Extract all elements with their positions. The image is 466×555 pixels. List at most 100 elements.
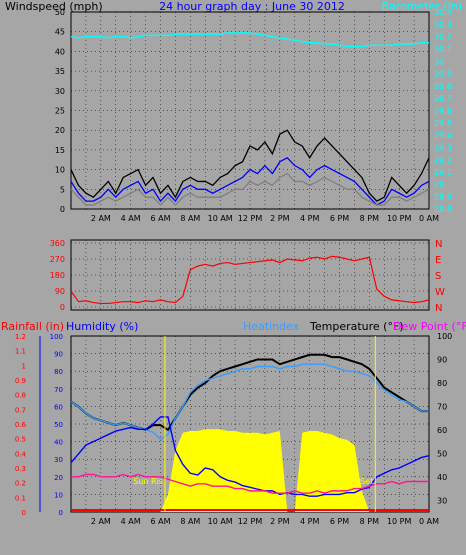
direction-tick-label: 0 (60, 303, 65, 312)
time-tick-label: 6 PM (330, 517, 349, 526)
direction-tick-label: 180 (50, 271, 65, 280)
barometer-tick-label: 28.9 (434, 193, 452, 202)
time-tick-label: 8 PM (360, 517, 379, 526)
humidity-axis-label: Humidity (%) (66, 320, 138, 333)
compass-label: W (435, 287, 445, 298)
windspeed-tick-label: 40 (55, 47, 65, 56)
barometer-tick-label: 29.1 (434, 168, 452, 177)
time-tick-label: 10 PM (387, 214, 412, 223)
time-tick-label: 10 AM (208, 214, 233, 223)
rain-tick-label: 0.8 (15, 392, 26, 400)
barometer-tick-label: 30.3 (434, 20, 452, 29)
windspeed-tick-label: 50 (55, 8, 65, 17)
barometer-tick-label: 28.8 (434, 205, 452, 214)
humidity-tick-label: 90 (54, 351, 63, 359)
time-tick-label: 6 PM (330, 214, 349, 223)
time-tick-label: 12 PM (238, 214, 263, 223)
time-tick-label: 8 AM (180, 517, 200, 526)
rain-tick-label: 1.2 (15, 333, 26, 341)
barometer-tick-label: 29.2 (434, 156, 452, 165)
windspeed-tick-label: 10 (55, 166, 65, 175)
time-tick-label: 0 AM (419, 214, 439, 223)
time-tick-label: 12 PM (238, 517, 263, 526)
time-tick-label: 4 AM (121, 214, 141, 223)
rain-tick-label: 0.5 (15, 436, 26, 444)
compass-label: E (435, 255, 441, 266)
barometer-tick-label: 29.6 (434, 107, 452, 116)
barometer-axis-label: Barometer (in) (382, 0, 463, 13)
windspeed-tick-label: 35 (55, 67, 65, 76)
windspeed-tick-label: 15 (55, 146, 65, 155)
barometer-tick-label: 30.2 (434, 33, 452, 42)
humidity-tick-label: 50 (54, 421, 63, 429)
time-tick-label: 2 PM (270, 214, 289, 223)
rain-tick-label: 0 (22, 509, 26, 517)
time-tick-label: 6 AM (150, 214, 170, 223)
temperature-tick-label: 60 (437, 426, 447, 435)
direction-plot-area (70, 239, 430, 311)
direction-tick-label: 90 (55, 287, 65, 296)
sunrise-label: Sun Ris (133, 477, 163, 486)
series-line-gust (70, 129, 430, 202)
barometer-tick-label: 29.4 (434, 131, 452, 140)
compass-label: N (435, 303, 442, 314)
humidity-tick-label: 70 (54, 386, 63, 394)
series-line-barometer (70, 32, 429, 48)
humidity-tick-label: 100 (50, 333, 63, 341)
time-tick-label: 4 PM (300, 517, 319, 526)
time-tick-label: 4 AM (121, 517, 141, 526)
temperature-tick-label: 30 (437, 496, 447, 505)
series-line-dew-point (71, 473, 429, 494)
temperature-tick-label: 40 (437, 473, 447, 482)
barometer-tick-label: 29.7 (434, 94, 452, 103)
humidity-tick-label: 60 (54, 403, 63, 411)
dewpoint-axis-label: Dew Point (°F) (393, 320, 466, 333)
compass-label: S (435, 271, 441, 282)
time-tick-label: 2 AM (91, 214, 111, 223)
rain-tick-label: 1 (22, 362, 26, 370)
direction-tick-label: 270 (50, 255, 65, 264)
barometer-tick-label: 29.5 (434, 119, 452, 128)
barometer-tick-label: 29.9 (434, 70, 452, 79)
wind-barometer-panel: Windspeed (mph) 24 hour graph day : June… (5, 0, 462, 223)
time-tick-label: 4 PM (300, 214, 319, 223)
barometer-tick-label: 30.1 (434, 45, 452, 54)
direction-tick-label: 360 (50, 239, 65, 248)
rain-tick-label: 0.4 (15, 450, 27, 458)
time-tick-label: 8 AM (180, 214, 200, 223)
rain-tick-label: 1.1 (15, 348, 26, 356)
temperature-tick-label: 80 (437, 379, 447, 388)
rain-tick-label: 0.1 (15, 494, 26, 502)
temperature-axis-label: Temperature (°F) (309, 320, 404, 333)
humidity-tick-label: 80 (54, 368, 63, 376)
chart-title: 24 hour graph day : June 30 2012 (159, 0, 345, 13)
time-tick-label: 2 PM (270, 517, 289, 526)
humidity-tick-label: 40 (54, 439, 63, 447)
barometer-tick-label: 29 (434, 180, 444, 189)
windspeed-tick-label: 30 (55, 87, 65, 96)
time-tick-label: 0 AM (419, 517, 439, 526)
windspeed-tick-label: 45 (55, 28, 65, 37)
rain-tick-label: 0.6 (15, 421, 27, 429)
temperature-tick-label: 100 (437, 332, 452, 341)
temperature-tick-label: 50 (437, 449, 447, 458)
windspeed-tick-label: 20 (55, 126, 65, 135)
rainfall-axis-label: Rainfall (in) (1, 320, 64, 333)
time-tick-label: 6 AM (150, 517, 170, 526)
series-line-direction-smoothed (70, 172, 430, 207)
sunset-label: Sun Set (342, 477, 373, 486)
series-line-direction (70, 255, 430, 305)
barometer-tick-label: 30.4 (434, 8, 452, 17)
rain-tick-label: 0.9 (15, 377, 26, 385)
temperature-tick-label: 90 (437, 355, 447, 364)
compass-label: N (435, 239, 442, 250)
barometer-tick-label: 29.8 (434, 82, 452, 91)
windspeed-tick-label: 0 (60, 205, 65, 214)
time-tick-label: 10 PM (387, 517, 412, 526)
time-tick-label: 2 AM (91, 517, 111, 526)
time-tick-label: 8 PM (360, 214, 379, 223)
windspeed-axis-label: Windspeed (mph) (5, 0, 103, 13)
humidity-tick-label: 30 (54, 456, 63, 464)
humidity-tick-label: 20 (54, 474, 63, 482)
